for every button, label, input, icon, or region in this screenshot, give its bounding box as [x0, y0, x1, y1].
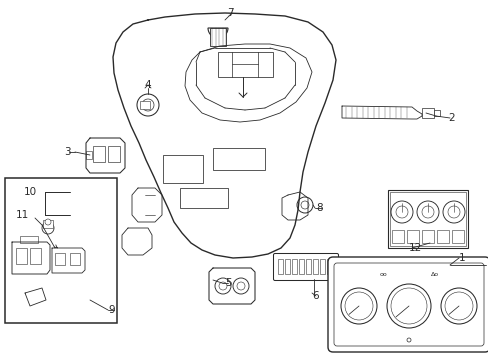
- FancyBboxPatch shape: [327, 257, 488, 352]
- Circle shape: [421, 206, 433, 218]
- Circle shape: [45, 219, 51, 225]
- Circle shape: [142, 99, 154, 111]
- Bar: [43, 220, 53, 228]
- Bar: [391, 230, 403, 243]
- Circle shape: [215, 278, 230, 294]
- Bar: [93, 146, 105, 162]
- Text: 10: 10: [23, 187, 37, 197]
- Text: 2: 2: [448, 113, 454, 123]
- Bar: [436, 230, 448, 243]
- Bar: [5, 178, 117, 323]
- Bar: [326, 259, 331, 274]
- FancyBboxPatch shape: [333, 263, 483, 346]
- Circle shape: [406, 338, 410, 342]
- Bar: [298, 259, 304, 274]
- Circle shape: [390, 201, 412, 223]
- Wedge shape: [207, 28, 227, 38]
- Bar: [291, 259, 296, 274]
- Text: 12: 12: [407, 243, 421, 253]
- Bar: [108, 146, 120, 162]
- Circle shape: [444, 292, 472, 320]
- Circle shape: [340, 288, 376, 324]
- Text: 1: 1: [458, 253, 465, 263]
- Circle shape: [442, 201, 464, 223]
- Circle shape: [390, 288, 426, 324]
- Bar: [451, 230, 463, 243]
- Circle shape: [440, 288, 476, 324]
- Bar: [421, 108, 433, 118]
- Bar: [209, 28, 225, 46]
- Circle shape: [395, 206, 407, 218]
- Bar: [312, 259, 317, 274]
- Bar: [218, 52, 272, 77]
- Bar: [55, 253, 65, 265]
- Bar: [285, 259, 289, 274]
- Circle shape: [386, 284, 430, 328]
- Circle shape: [301, 201, 308, 209]
- Bar: [387, 190, 467, 248]
- Bar: [180, 188, 227, 208]
- FancyBboxPatch shape: [273, 253, 338, 280]
- Circle shape: [237, 282, 244, 290]
- Text: oo: oo: [378, 273, 386, 278]
- Bar: [213, 148, 264, 170]
- Bar: [30, 248, 41, 264]
- Text: Δo: Δo: [430, 273, 438, 278]
- Text: 7: 7: [226, 8, 233, 18]
- Bar: [163, 155, 203, 183]
- Circle shape: [296, 197, 312, 213]
- Text: 6: 6: [312, 291, 319, 301]
- Polygon shape: [113, 13, 335, 258]
- Bar: [319, 259, 325, 274]
- Circle shape: [345, 292, 372, 320]
- Circle shape: [42, 222, 54, 234]
- Bar: [278, 259, 283, 274]
- Text: 11: 11: [15, 210, 29, 220]
- Bar: [305, 259, 310, 274]
- Text: 3: 3: [63, 147, 70, 157]
- Bar: [140, 101, 150, 109]
- Circle shape: [137, 94, 159, 116]
- Bar: [86, 151, 92, 159]
- Bar: [433, 110, 439, 116]
- Bar: [389, 192, 465, 246]
- Text: 9: 9: [108, 305, 115, 315]
- Bar: [16, 248, 27, 264]
- Text: 5: 5: [224, 278, 231, 288]
- Bar: [406, 230, 418, 243]
- Text: 4: 4: [144, 80, 151, 90]
- Bar: [20, 236, 38, 243]
- Circle shape: [219, 282, 226, 290]
- Circle shape: [416, 201, 438, 223]
- Bar: [421, 230, 433, 243]
- Text: 8: 8: [316, 203, 323, 213]
- Circle shape: [232, 278, 248, 294]
- Bar: [70, 253, 80, 265]
- Circle shape: [447, 206, 459, 218]
